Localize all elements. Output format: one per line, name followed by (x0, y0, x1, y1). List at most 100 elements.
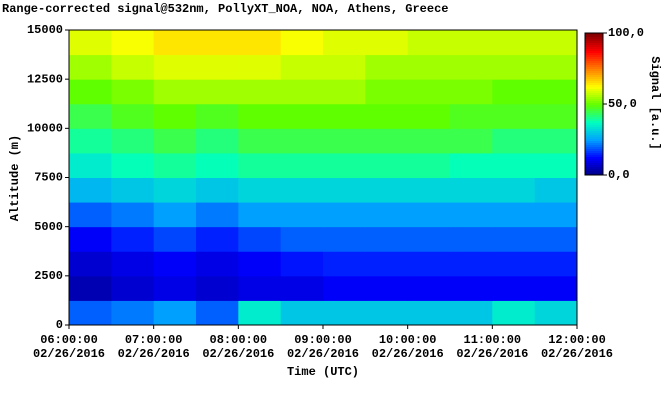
colorbar-segment (585, 127, 603, 130)
colorbar-segment (585, 171, 603, 174)
heatmap-cell (69, 128, 112, 154)
heatmap-cell (111, 275, 155, 301)
heatmap-cell (111, 30, 155, 56)
heatmap-cell (407, 128, 451, 154)
colorbar-segment (585, 147, 603, 150)
colorbar-tick-label: 0,0 (608, 168, 630, 182)
heatmap-cell (323, 30, 366, 56)
colorbar-segment (585, 73, 603, 76)
colorbar-segment (585, 81, 603, 84)
heatmap-cell (407, 152, 451, 178)
heatmap-cell (365, 79, 409, 105)
heatmap-cell (280, 79, 324, 105)
heatmap-cell (280, 251, 324, 277)
heatmap-cell (534, 103, 578, 129)
heatmap-cell (450, 79, 493, 105)
heatmap-cell (196, 30, 239, 56)
colorbar-segment (585, 65, 603, 68)
y-tick-label: 2500 (34, 269, 63, 283)
heatmap-cell (492, 300, 536, 326)
colorbar-segment (585, 57, 603, 60)
colorbar-segment (585, 97, 603, 100)
x-tick-date: 02/26/2016 (372, 347, 444, 361)
heatmap-cell (407, 177, 451, 203)
heatmap-cell (280, 226, 324, 252)
heatmap-cell (238, 79, 282, 105)
y-tick-label: 5000 (34, 220, 63, 234)
colorbar-segment (585, 167, 603, 170)
heatmap-cell (280, 128, 324, 154)
heatmap-cell (534, 202, 578, 228)
heatmap-cell (534, 177, 578, 203)
colorbar-segment (585, 41, 603, 44)
colorbar-segment (585, 131, 603, 134)
heatmap-cell (323, 54, 366, 80)
colorbar-segment (585, 47, 603, 50)
heatmap-cell (69, 300, 112, 326)
x-tick-date: 02/26/2016 (541, 347, 613, 361)
colorbar-segment (585, 107, 603, 110)
colorbar-label: Signal [a.u.] (648, 56, 662, 150)
colorbar-segment (585, 163, 603, 166)
colorbar-segment (585, 149, 603, 152)
heatmap-cell (323, 202, 366, 228)
heatmap-cell (280, 275, 324, 301)
heatmap-cell (450, 54, 493, 80)
x-tick-date: 02/26/2016 (118, 347, 190, 361)
heatmap-cell (238, 275, 282, 301)
heatmap-cell (534, 54, 578, 80)
heatmap-cell (492, 54, 536, 80)
heatmap-cell (365, 300, 409, 326)
heatmap-cell (280, 152, 324, 178)
colorbar-segment (585, 133, 603, 136)
heatmap-cell (450, 177, 493, 203)
colorbar-segment (585, 169, 603, 172)
heatmap-cell (238, 54, 282, 80)
heatmap-cell (69, 103, 112, 129)
heatmap-cell (492, 177, 536, 203)
heatmap-cell (69, 152, 112, 178)
heatmap-cell (111, 202, 155, 228)
heatmap-cell (69, 226, 112, 252)
colorbar-segment (585, 155, 603, 158)
heatmap-cell (407, 226, 451, 252)
heatmap-cell (238, 128, 282, 154)
heatmap-cell (534, 226, 578, 252)
heatmap-cell (323, 251, 366, 277)
heatmap-cell (69, 79, 112, 105)
heatmap-cell (238, 30, 282, 56)
colorbar-segment (585, 113, 603, 116)
heatmap-cell (407, 202, 451, 228)
colorbar-segment (585, 89, 603, 92)
heatmap-cell (111, 152, 155, 178)
heatmap-cell (365, 202, 409, 228)
heatmap-cell (153, 300, 197, 326)
heatmap-cell (196, 103, 239, 129)
colorbar-segment (585, 37, 603, 40)
heatmap-cell (280, 300, 324, 326)
x-tick-date: 02/26/2016 (456, 347, 528, 361)
heatmap-cell (450, 226, 493, 252)
colorbar-segment (585, 161, 603, 164)
colorbar-segment (585, 85, 603, 88)
heatmap-cell (534, 152, 578, 178)
heatmap-cell (69, 54, 112, 80)
y-tick-label: 10000 (27, 122, 63, 136)
heatmap-cell (407, 103, 451, 129)
heatmap-cell (365, 177, 409, 203)
heatmap-cell (450, 128, 493, 154)
heatmap-cell (492, 275, 536, 301)
heatmap-cell (323, 79, 366, 105)
colorbar-segment (585, 173, 603, 176)
heatmap-cell (196, 251, 239, 277)
colorbar-segment (585, 93, 603, 96)
heatmap-cell (111, 79, 155, 105)
colorbar-segment (585, 119, 603, 122)
x-tick-label: 09:00:00 (294, 333, 352, 347)
heatmap-cell (111, 300, 155, 326)
heatmap-cell (238, 202, 282, 228)
colorbar-segment (585, 43, 603, 46)
x-tick-date: 02/26/2016 (287, 347, 359, 361)
heatmap-cell (323, 300, 366, 326)
